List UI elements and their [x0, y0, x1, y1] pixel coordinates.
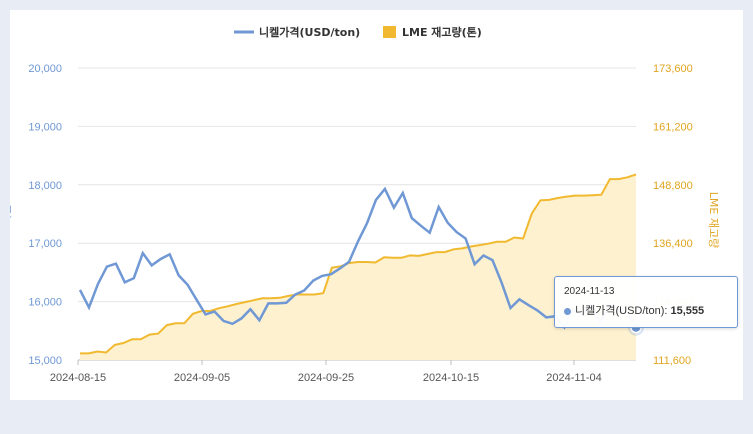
right-tick-label: 148,800 — [653, 180, 693, 192]
legend-stock-swatch — [383, 26, 396, 38]
tooltip-row: 니켈가격(USD/ton): 15,555 — [564, 302, 704, 318]
x-tick-label: 2024-09-05 — [174, 372, 230, 384]
x-tick-label: 2024-09-25 — [298, 372, 354, 384]
tooltip-series-dot — [564, 307, 571, 315]
lme-stock-line[interactable] — [80, 173, 637, 355]
x-tick-label: 2024-10-15 — [423, 372, 479, 384]
tooltip-value: 15,555 — [670, 305, 705, 317]
tooltip-date: 2024-11-13 — [564, 286, 615, 297]
left-tick-label: 19,000 — [28, 121, 62, 133]
right-tick-label: 161,200 — [653, 121, 693, 133]
legend-item-stock[interactable]: LME 재고량(톤) — [383, 25, 482, 39]
lme-stock-area — [80, 174, 636, 360]
line-chart: 15,000 16,000 17,000 18,000 19,000 20,000 111… — [10, 25, 720, 384]
left-tick-label: 15,000 — [28, 355, 62, 367]
right-tick-label: 111,600 — [653, 355, 691, 367]
left-axis-label: 니켈 — [10, 205, 13, 225]
right-axis-label: LME 재고량 — [707, 192, 720, 248]
x-tick-label: 2024-08-15 — [50, 372, 106, 384]
tooltip: 2024-11-13 니켈가격(USD/ton): 15,555 — [554, 276, 738, 328]
legend-stock-label: LME 재고량(톤) — [402, 25, 482, 39]
legend-price-label: 니켈가격(USD/ton) — [259, 25, 360, 39]
left-tick-label: 20,000 — [28, 63, 62, 75]
x-tick-label: 2024-11-04 — [546, 372, 601, 384]
nickel-price-line[interactable] — [78, 186, 638, 330]
left-tick-label: 16,000 — [28, 297, 62, 309]
right-tick-label: 136,400 — [653, 238, 693, 250]
chart-card: 15,000 16,000 17,000 18,000 19,000 20,000 111… — [10, 10, 743, 400]
tooltip-label: 니켈가격(USD/ton): — [575, 305, 668, 317]
legend: 니켈가격(USD/ton) LME 재고량(톤) — [234, 25, 482, 39]
x-axis-ticks: 2024-08-15 2024-09-05 2024-09-25 2024-10-15… — [50, 360, 602, 384]
left-axis-ticks: 15,000 16,000 17,000 18,000 19,000 20,000 — [28, 63, 62, 367]
left-tick-label: 17,000 — [28, 238, 62, 250]
right-tick-label: 173,600 — [653, 63, 693, 75]
legend-item-price[interactable]: 니켈가격(USD/ton) — [234, 25, 360, 39]
left-tick-label: 18,000 — [28, 180, 62, 192]
